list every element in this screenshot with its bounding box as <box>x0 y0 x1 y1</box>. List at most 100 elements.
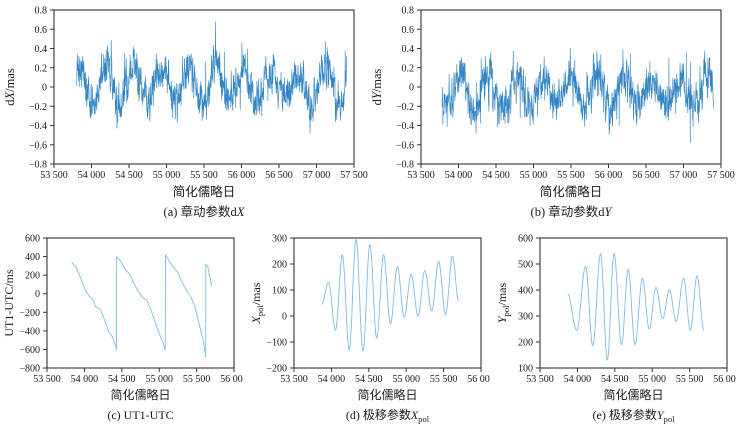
y-tick-label: 600 <box>518 234 533 245</box>
x-tick-label: 56 500 <box>265 170 293 181</box>
y-tick-label: 0.8 <box>402 6 415 17</box>
plot-frame <box>46 237 235 369</box>
x-tick-label: 57 500 <box>340 170 368 181</box>
x-tick-label: 56 000 <box>467 374 490 385</box>
y-tick-label: 200 <box>272 260 287 271</box>
y-axis-label: Ypol/mas <box>495 283 511 324</box>
y-tick-label: 500 <box>518 260 533 271</box>
x-tick-label: 55 500 <box>183 374 211 385</box>
y-axis-label: dX/mas <box>3 68 17 106</box>
y-axis-ticks: 600 500 400 300 200 100 <box>518 234 540 375</box>
y-tick-label: 0.6 <box>35 25 48 36</box>
x-tick-label: 54 000 <box>445 170 473 181</box>
y-axis-ticks: 300 200 100 0 −100 −200 <box>266 234 294 375</box>
y-tick-label: −0.6 <box>396 140 414 151</box>
subplot-caption: (c) UT1-UTC <box>107 408 173 422</box>
x-axis-ticks: 53 500 54 000 54 500 55 000 55 500 56 000 56 5… <box>407 164 735 181</box>
y-tick-label: 200 <box>518 338 533 349</box>
x-axis-ticks: 53 500 54 000 54 500 55 000 55 500 56 000 <box>280 368 490 385</box>
x-tick-label: 54 500 <box>115 170 143 181</box>
row-top: 53 500 54 000 54 500 55 000 55 500 56 000 56 5… <box>2 0 735 230</box>
x-tick-label: 54 500 <box>482 170 510 181</box>
x-tick-label: 55 500 <box>676 374 704 385</box>
x-tick-label: 53 500 <box>280 374 308 385</box>
y-tick-label: 100 <box>272 286 287 297</box>
y-tick-label: 0.2 <box>35 63 48 74</box>
subplot-caption: (b) 章动参数dY <box>531 204 614 219</box>
x-axis-label: 简化儒略日 <box>110 387 170 402</box>
subplot-c-ut1-utc: 53 500 54 000 54 500 55 000 55 500 56 000 600 4… <box>1 230 243 432</box>
data-series-line <box>76 21 347 134</box>
y-tick-label: −0.4 <box>29 121 47 132</box>
x-tick-label: 54 500 <box>355 374 383 385</box>
y-tick-label: −200 <box>19 308 40 319</box>
subplot-caption: (e) 极移参数Ypol <box>593 407 676 424</box>
y-axis-ticks: 600 400 200 0 −200 −400 −600 −800 <box>19 234 47 375</box>
x-axis-label: 简化儒略日 <box>173 184 236 199</box>
x-tick-label: 56 500 <box>632 170 660 181</box>
x-axis-label: 简化儒略日 <box>603 387 663 402</box>
y-tick-label: 0 <box>282 312 287 323</box>
y-tick-label: 400 <box>25 252 40 263</box>
y-tick-label: 0.6 <box>402 25 415 36</box>
x-tick-label: 55 500 <box>190 170 218 181</box>
x-tick-label: 54 000 <box>564 374 592 385</box>
y-tick-label: 300 <box>272 234 287 245</box>
data-series-line <box>441 47 714 143</box>
x-tick-label: 53 500 <box>40 170 68 181</box>
x-tick-label: 56 000 <box>595 170 623 181</box>
plot-frame <box>292 237 482 369</box>
x-tick-label: 55 000 <box>638 374 666 385</box>
y-axis-ticks: 0.8 0.6 0.4 0.2 0 −0.2 −0.4 −0.6 −0.8 <box>396 6 421 171</box>
data-series-line <box>71 254 213 358</box>
y-tick-label: 200 <box>25 271 40 282</box>
x-tick-label: 54 000 <box>78 170 106 181</box>
y-tick-label: 0.2 <box>402 63 415 74</box>
subplot-d-polar-motion-x: 53 500 54 000 54 500 55 000 55 500 56 000 300 2… <box>248 230 490 432</box>
x-tick-label: 57 000 <box>670 170 698 181</box>
x-tick-label: 53 500 <box>33 374 61 385</box>
row-bottom: 53 500 54 000 54 500 55 000 55 500 56 000 600 4… <box>0 230 737 432</box>
y-tick-label: −0.6 <box>29 140 47 151</box>
x-tick-label: 56 000 <box>713 374 736 385</box>
y-tick-label: −0.8 <box>396 160 414 171</box>
chart-a-canvas: 53 500 54 000 54 500 55 000 55 500 56 000 56 5… <box>3 6 368 220</box>
y-tick-label: 600 <box>25 234 40 245</box>
chart-c-canvas: 53 500 54 000 54 500 55 000 55 500 56 000 600 4… <box>2 234 243 423</box>
x-tick-label: 56 000 <box>228 170 256 181</box>
subplot-caption: (a) 章动参数dX <box>164 204 246 219</box>
y-tick-label: −200 <box>266 364 287 375</box>
subplot-caption: (d) 极移参数Xpol <box>345 407 429 424</box>
y-axis-label: UT1-UTC/ms <box>2 269 16 337</box>
data-series-line <box>567 253 705 361</box>
chart-b-canvas: 53 500 54 000 54 500 55 000 55 500 56 000 56 5… <box>370 6 735 220</box>
y-tick-label: 0.8 <box>35 6 48 17</box>
y-tick-label: −100 <box>266 338 287 349</box>
y-tick-label: 0.4 <box>402 44 415 55</box>
x-tick-label: 57 500 <box>707 170 735 181</box>
x-tick-label: 56 000 <box>220 374 243 385</box>
y-tick-label: −0.4 <box>396 121 414 132</box>
x-tick-label: 53 500 <box>526 374 554 385</box>
y-tick-label: −0.2 <box>396 102 414 113</box>
y-tick-label: −0.8 <box>29 160 47 171</box>
y-axis-label: dY/mas <box>370 68 384 105</box>
data-series-line <box>320 238 459 352</box>
subplot-a-nutation-dx: 53 500 54 000 54 500 55 000 55 500 56 000 56 5… <box>2 0 368 230</box>
x-axis-label: 简化儒略日 <box>540 184 603 199</box>
y-tick-label: 0.4 <box>35 44 48 55</box>
y-axis-ticks: 0.8 0.6 0.4 0.2 0 −0.2 −0.4 −0.6 −0.8 <box>29 6 54 171</box>
y-axis-label: Xpol/mas <box>249 282 265 324</box>
y-tick-label: 0 <box>42 83 47 94</box>
x-tick-label: 55 500 <box>557 170 585 181</box>
x-tick-label: 53 500 <box>407 170 435 181</box>
chart-d-canvas: 53 500 54 000 54 500 55 000 55 500 56 000 300 2… <box>249 234 490 425</box>
x-tick-label: 54 000 <box>317 374 345 385</box>
y-tick-label: 300 <box>518 312 533 323</box>
x-tick-label: 55 000 <box>153 170 181 181</box>
x-axis-ticks: 53 500 54 000 54 500 55 000 55 500 56 000 <box>33 368 243 385</box>
subplot-e-polar-motion-y: 53 500 54 000 54 500 55 000 55 500 56 000 600 5… <box>494 230 736 432</box>
y-tick-label: −0.2 <box>29 102 47 113</box>
x-tick-label: 55 000 <box>520 170 548 181</box>
